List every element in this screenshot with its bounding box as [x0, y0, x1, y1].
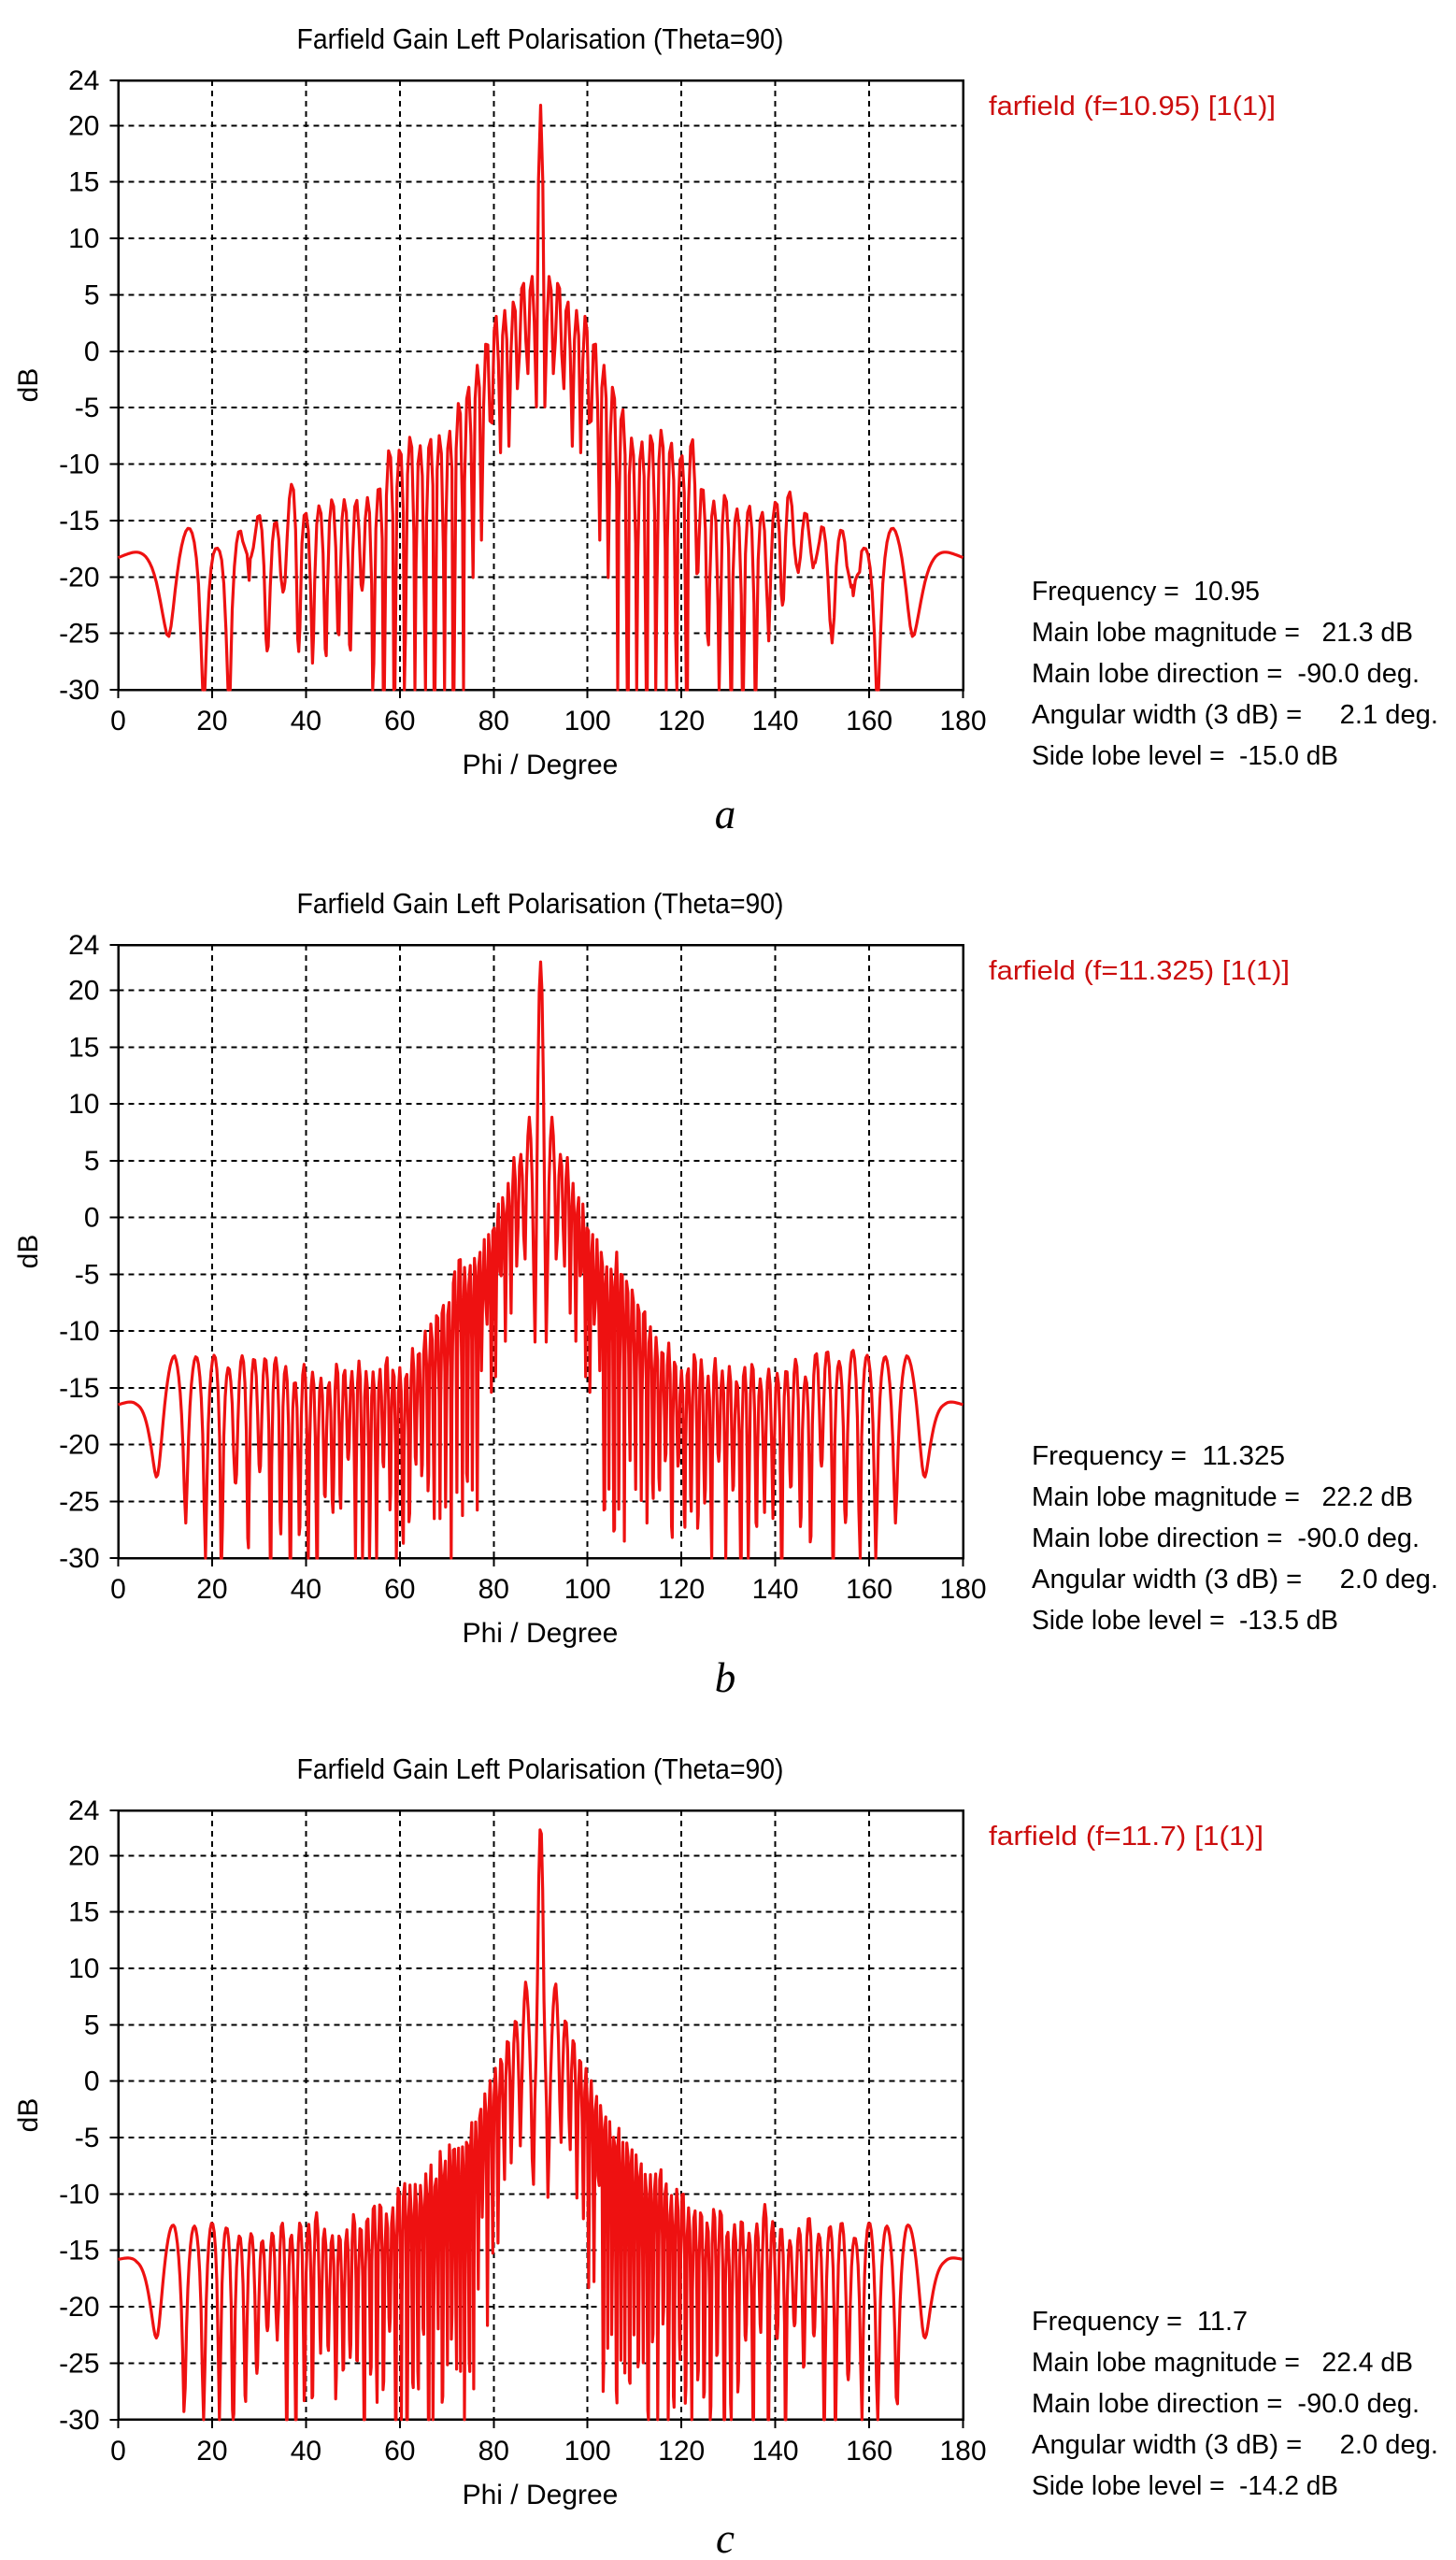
svg-text:140: 140 — [752, 706, 799, 737]
svg-text:Farfield Gain Left Polarisatio: Farfield Gain Left Polarisation (Theta=9… — [297, 22, 784, 55]
svg-text:Frequency = 10.95: Frequency = 10.95 — [1032, 577, 1260, 607]
svg-text:farfield (f=10.95) [1(1)]: farfield (f=10.95) [1(1)] — [989, 92, 1276, 122]
svg-text:Side lobe level = -14.2 dB: Side lobe level = -14.2 dB — [1032, 2471, 1338, 2501]
svg-text:-10: -10 — [59, 1316, 99, 1347]
svg-text:-5: -5 — [75, 1259, 100, 1290]
svg-text:24: 24 — [68, 1795, 99, 1826]
svg-text:-20: -20 — [59, 2292, 99, 2323]
svg-text:-25: -25 — [59, 2348, 99, 2379]
svg-text:80: 80 — [478, 706, 509, 737]
svg-text:100: 100 — [564, 1574, 611, 1605]
svg-text:160: 160 — [846, 706, 892, 737]
svg-text:Main lobe magnitude = 22.2 d: Main lobe magnitude = 22.2 dB — [1032, 1482, 1413, 1512]
svg-text:80: 80 — [478, 1574, 509, 1605]
svg-text:180: 180 — [939, 2436, 986, 2467]
svg-text:140: 140 — [752, 2436, 799, 2467]
svg-text:Main lobe direction = -90.0 d: Main lobe direction = -90.0 deg. — [1032, 2389, 1420, 2419]
svg-text:Side lobe level = -15.0 dB: Side lobe level = -15.0 dB — [1032, 741, 1338, 771]
svg-text:120: 120 — [658, 706, 705, 737]
svg-text:0: 0 — [110, 706, 126, 737]
svg-text:Frequency = 11.7: Frequency = 11.7 — [1032, 2307, 1248, 2337]
svg-text:-5: -5 — [75, 2123, 100, 2153]
svg-text:40: 40 — [291, 2436, 321, 2467]
svg-text:24: 24 — [68, 65, 99, 96]
svg-text:120: 120 — [658, 2436, 705, 2467]
svg-text:10: 10 — [68, 1953, 99, 1984]
svg-text:Angular width (3 dB) = 2.0: Angular width (3 dB) = 2.0 deg. — [1032, 2430, 1438, 2460]
svg-text:-10: -10 — [59, 2179, 99, 2210]
svg-text:40: 40 — [291, 706, 321, 737]
svg-text:-15: -15 — [59, 1373, 99, 1404]
svg-text:24: 24 — [68, 930, 99, 961]
svg-text:10: 10 — [68, 223, 99, 254]
svg-text:Angular width (3 dB) = 2.0: Angular width (3 dB) = 2.0 deg. — [1032, 1565, 1438, 1595]
svg-text:20: 20 — [68, 110, 99, 141]
svg-text:Phi / Degree: Phi / Degree — [463, 750, 619, 780]
svg-text:-30: -30 — [59, 1543, 99, 1574]
svg-text:5: 5 — [84, 1146, 100, 1177]
svg-text:180: 180 — [939, 1574, 986, 1605]
svg-text:farfield (f=11.325) [1(1)]: farfield (f=11.325) [1(1)] — [989, 956, 1290, 986]
svg-text:dB: dB — [13, 2098, 44, 2133]
svg-text:Main lobe magnitude = 22.4 d: Main lobe magnitude = 22.4 dB — [1032, 2348, 1413, 2378]
svg-text:80: 80 — [478, 2436, 509, 2467]
svg-text:0: 0 — [110, 1574, 126, 1605]
svg-text:dB: dB — [13, 1235, 44, 1269]
svg-text:b: b — [715, 1654, 736, 1701]
svg-text:180: 180 — [939, 706, 986, 737]
svg-text:-30: -30 — [59, 675, 99, 706]
svg-text:Side lobe level = -13.5 dB: Side lobe level = -13.5 dB — [1032, 1606, 1338, 1636]
svg-text:-30: -30 — [59, 2405, 99, 2436]
svg-text:0: 0 — [110, 2436, 126, 2467]
svg-text:0: 0 — [84, 1203, 100, 1234]
svg-text:20: 20 — [196, 1574, 227, 1605]
svg-text:Farfield Gain Left Polarisatio: Farfield Gain Left Polarisation (Theta=9… — [297, 1752, 784, 1785]
svg-text:-5: -5 — [75, 393, 100, 423]
svg-text:-20: -20 — [59, 562, 99, 593]
svg-text:0: 0 — [84, 2067, 100, 2097]
svg-text:160: 160 — [846, 2436, 892, 2467]
svg-text:0: 0 — [84, 336, 100, 367]
svg-text:10: 10 — [68, 1089, 99, 1120]
svg-text:5: 5 — [84, 2009, 100, 2040]
svg-text:Phi / Degree: Phi / Degree — [463, 1618, 619, 1649]
svg-text:-25: -25 — [59, 619, 99, 650]
svg-text:20: 20 — [68, 976, 99, 1007]
svg-text:15: 15 — [68, 1032, 99, 1063]
svg-text:20: 20 — [196, 706, 227, 737]
svg-text:Phi / Degree: Phi / Degree — [463, 2480, 619, 2510]
svg-text:60: 60 — [384, 2436, 415, 2467]
svg-text:100: 100 — [564, 2436, 611, 2467]
svg-text:Main lobe direction = -90.0 d: Main lobe direction = -90.0 deg. — [1032, 659, 1420, 689]
svg-text:20: 20 — [68, 1840, 99, 1871]
svg-text:5: 5 — [84, 279, 100, 310]
svg-text:Main lobe magnitude = 21.3 d: Main lobe magnitude = 21.3 dB — [1032, 618, 1413, 648]
svg-text:15: 15 — [68, 167, 99, 198]
svg-text:a: a — [715, 791, 736, 837]
svg-text:dB: dB — [13, 368, 44, 403]
svg-text:20: 20 — [196, 2436, 227, 2467]
svg-text:15: 15 — [68, 1897, 99, 1928]
svg-text:-15: -15 — [59, 506, 99, 536]
svg-text:Main lobe direction = -90.0 d: Main lobe direction = -90.0 deg. — [1032, 1523, 1420, 1553]
svg-text:60: 60 — [384, 706, 415, 737]
svg-text:Farfield Gain Left Polarisatio: Farfield Gain Left Polarisation (Theta=9… — [297, 887, 784, 920]
svg-text:-20: -20 — [59, 1430, 99, 1461]
svg-text:-25: -25 — [59, 1486, 99, 1517]
svg-text:Angular width (3 dB) = 2.1: Angular width (3 dB) = 2.1 deg. — [1032, 700, 1438, 730]
svg-text:farfield (f=11.7) [1(1)]: farfield (f=11.7) [1(1)] — [989, 1822, 1263, 1852]
svg-text:40: 40 — [291, 1574, 321, 1605]
svg-text:160: 160 — [846, 1574, 892, 1605]
svg-text:140: 140 — [752, 1574, 799, 1605]
svg-text:-10: -10 — [59, 450, 99, 480]
svg-text:Frequency = 11.325: Frequency = 11.325 — [1032, 1441, 1285, 1471]
svg-text:120: 120 — [658, 1574, 705, 1605]
svg-text:60: 60 — [384, 1574, 415, 1605]
svg-text:-15: -15 — [59, 2236, 99, 2267]
svg-text:c: c — [716, 2515, 735, 2555]
svg-text:100: 100 — [564, 706, 611, 737]
